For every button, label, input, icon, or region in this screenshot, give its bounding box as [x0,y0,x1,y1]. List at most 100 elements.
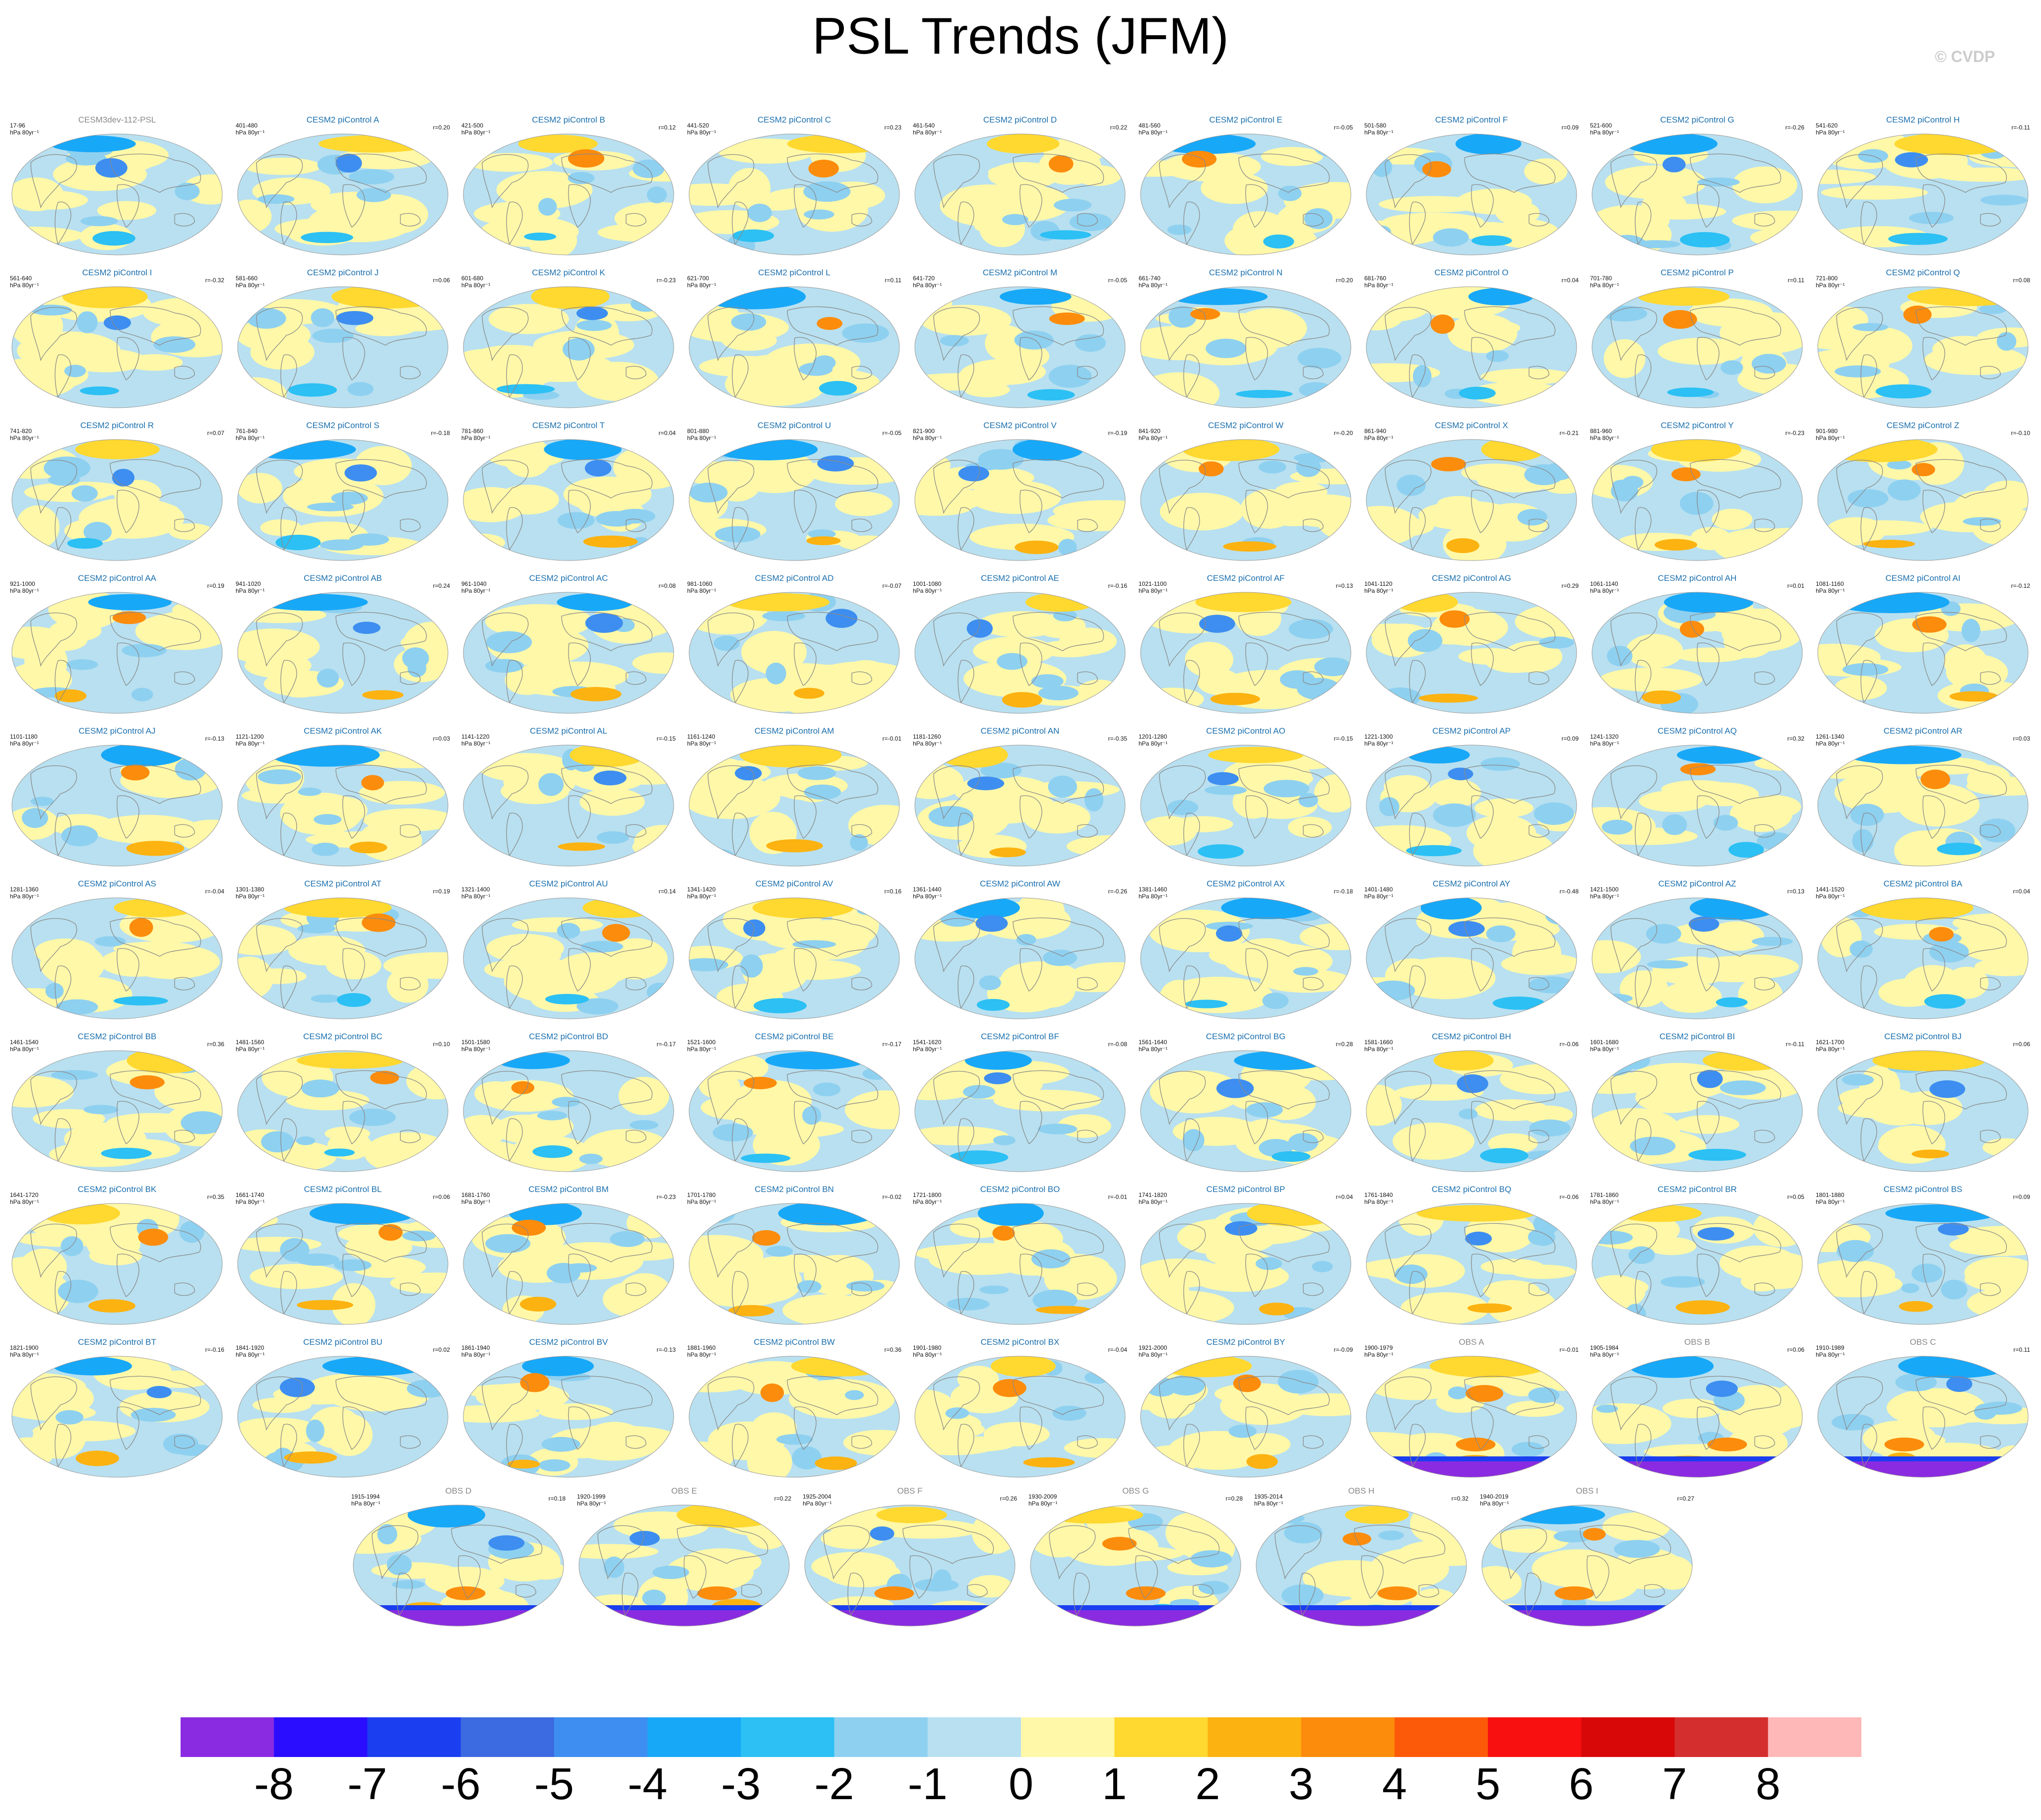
panel-units: hPa 80yr⁻¹ [1364,282,1394,289]
anomaly-region [699,356,794,377]
panel-years: 881-960 [1590,428,1612,435]
antarctic-band [1818,1460,2028,1477]
panel-title: CESM2 piControl AE [981,573,1059,583]
panel-years: 1361-1440 [913,886,942,893]
trend-map [463,1203,674,1325]
anomaly-region [49,135,136,152]
panel-correlation: r=0.20 [1336,277,1353,284]
map-border [237,1203,448,1325]
anomaly-region [633,159,665,178]
anomaly-region [520,1373,550,1392]
coastline [1159,459,1206,514]
map-panel: CESM2 piControl W 841-920 hPa 80yr⁻¹ r=-0.2… [1135,421,1357,565]
anomaly-region [1260,969,1351,993]
panel-units: hPa 80yr⁻¹ [1590,1198,1619,1205]
anomaly-region [1205,785,1247,795]
anomaly-region [1288,619,1333,639]
coastline [256,459,303,514]
map-border [1140,1203,1351,1325]
anomaly-region [618,1076,669,1115]
coastline [372,1525,419,1580]
panel-units: hPa 80yr⁻¹ [687,1046,716,1053]
trend-map [1366,1203,1577,1325]
coastline [482,1223,529,1278]
anomaly-region [1626,634,1683,668]
anomaly-region [1602,1512,1670,1541]
anomaly-region [1602,306,1648,322]
antarctic-band [805,1609,1015,1626]
anomaly-region [826,609,858,628]
coastline [335,1070,427,1110]
panel-title: OBS G [1122,1486,1149,1496]
coastline [482,765,529,820]
coastline [1303,824,1324,838]
coastline [1020,1101,1042,1144]
anomaly-region [797,1280,822,1293]
panel-units: hPa 80yr⁻¹ [1816,1351,1845,1358]
trend-map [1140,1050,1351,1172]
coastline [732,660,749,704]
coastline [117,1254,139,1297]
map-panel: CESM2 piControl AV 1341-1420 hPa 80yr⁻¹ r=0… [683,879,905,1023]
coastline [1610,154,1658,209]
anomaly-region [275,534,321,551]
panel-correlation: r=-0.12 [2011,582,2030,589]
anomaly-region [1195,592,1292,612]
coastline [1238,1223,1330,1262]
anomaly-region [390,1272,448,1294]
trend-map [1366,286,1577,408]
coastline [1836,765,1883,820]
anomaly-region [1907,287,2025,307]
panel-correlation: r=0.09 [1561,735,1579,742]
anomaly-region [1912,463,1935,477]
anomaly-region [642,1589,666,1607]
anomaly-region [1894,830,1955,866]
anomaly-region [250,968,307,984]
anomaly-region [1524,464,1564,486]
anomaly-region [728,1305,774,1317]
coastline [1529,671,1549,685]
anomaly-region [584,460,612,477]
anomaly-region [86,1226,141,1261]
map-panel: CESM2 piControl C 441-520 hPa 80yr⁻¹ r=0.23 [683,115,905,259]
panel-title: CESM2 piControl AN [980,726,1060,736]
anomaly-region [1199,461,1224,477]
anomaly-region [834,492,893,516]
panel-years: 841-920 [1139,428,1161,435]
anomaly-region [1599,667,1703,692]
panel-years: 661-740 [1139,275,1161,282]
map-panel: CESM2 piControl AG 1041-1120 hPa 80yr⁻¹ r=0… [1360,573,1583,717]
coastline [1409,507,1426,551]
coastline [1238,764,1330,804]
coastline [400,977,421,991]
map-panel: CESM2 piControl BK 1641-1720 hPa 80yr⁻¹ r=0… [6,1185,228,1328]
panel-correlation: r=-0.26 [1108,888,1127,895]
anomaly-region [1465,1231,1492,1246]
coastline [851,366,872,379]
anomaly-region [138,1228,168,1246]
anomaly-region [33,1109,105,1129]
anomaly-region [446,1586,486,1600]
anomaly-region [288,383,337,397]
anomaly-region [1501,953,1577,975]
anomaly-region [1027,389,1075,401]
map-border [237,286,448,408]
panel-title: CESM3dev-112-PSL [78,115,156,125]
anomaly-region [973,636,1055,665]
coastline [1013,612,1104,651]
anomaly-region [741,1153,791,1163]
anomaly-region [1834,676,1887,700]
panel-units: hPa 80yr⁻¹ [1139,587,1168,594]
map-panel: OBS I 1940-2019 hPa 80yr⁻¹ r=0.27 [1476,1486,1698,1630]
coastline [342,642,365,686]
coastline [506,201,523,246]
panel-title: CESM2 piControl BT [78,1337,156,1347]
anomaly-region [129,1075,165,1090]
anomaly-region [1965,939,2028,963]
anomaly-region [1228,1424,1257,1438]
map-panel: CESM2 piControl AN 1181-1260 hPa 80yr⁻¹ r=-… [909,726,1131,870]
anomaly-region [808,159,839,178]
coastline [1836,1070,1883,1126]
trend-map [1592,897,1803,1019]
coastline [1303,518,1324,532]
